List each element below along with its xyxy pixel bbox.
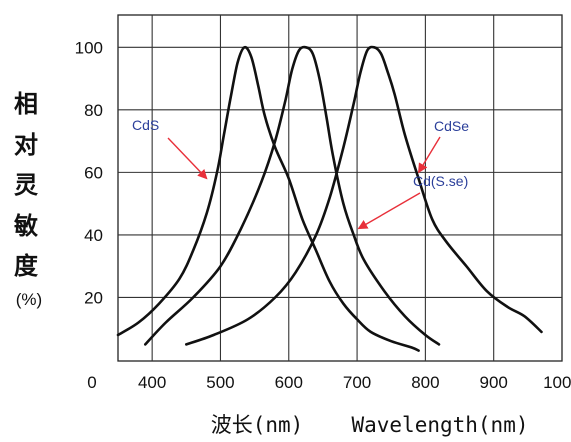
annotation-label: Cd(S.se) [413, 173, 468, 189]
y-axis-label-char: 相 [14, 90, 38, 118]
y-axis-label-char: 度 [14, 252, 39, 280]
y-axis-label-char: 对 [14, 131, 38, 159]
y-axis-label-unit: (%) [16, 290, 42, 309]
x-tick-label: 900 [480, 373, 508, 392]
x-axis-label-cn: 波长(nm) [211, 413, 304, 437]
x-tick-label: 800 [411, 373, 439, 392]
y-tick-label: 100 [75, 38, 103, 57]
annotation-arrow [419, 137, 440, 172]
x-tick-label: 500 [206, 373, 234, 392]
y-tick-label: 20 [84, 288, 103, 307]
annotation-label: CdSe [434, 118, 469, 134]
x-tick-label: 600 [275, 373, 303, 392]
y-tick-label: 60 [84, 163, 103, 182]
y-axis-label: 相 对 灵 敏 度 (%) [13, 90, 42, 309]
series-line-cdse [186, 47, 541, 344]
x-tick-label: 1000 [543, 373, 571, 392]
y-axis-label-char: 灵 [14, 171, 38, 199]
y-tick-label: 40 [84, 226, 103, 245]
curves [118, 47, 542, 351]
y-tick-label: 80 [84, 101, 103, 120]
x-tick-label: 700 [343, 373, 371, 392]
x-axis-label-en: Wavelength(nm) [351, 413, 528, 437]
annotation-label: CdS [132, 117, 159, 133]
x-origin-label: 0 [87, 373, 96, 392]
y-axis-label-char: 敏 [13, 212, 38, 240]
x-tick-label: 400 [138, 373, 166, 392]
annotation-arrow [358, 193, 420, 229]
